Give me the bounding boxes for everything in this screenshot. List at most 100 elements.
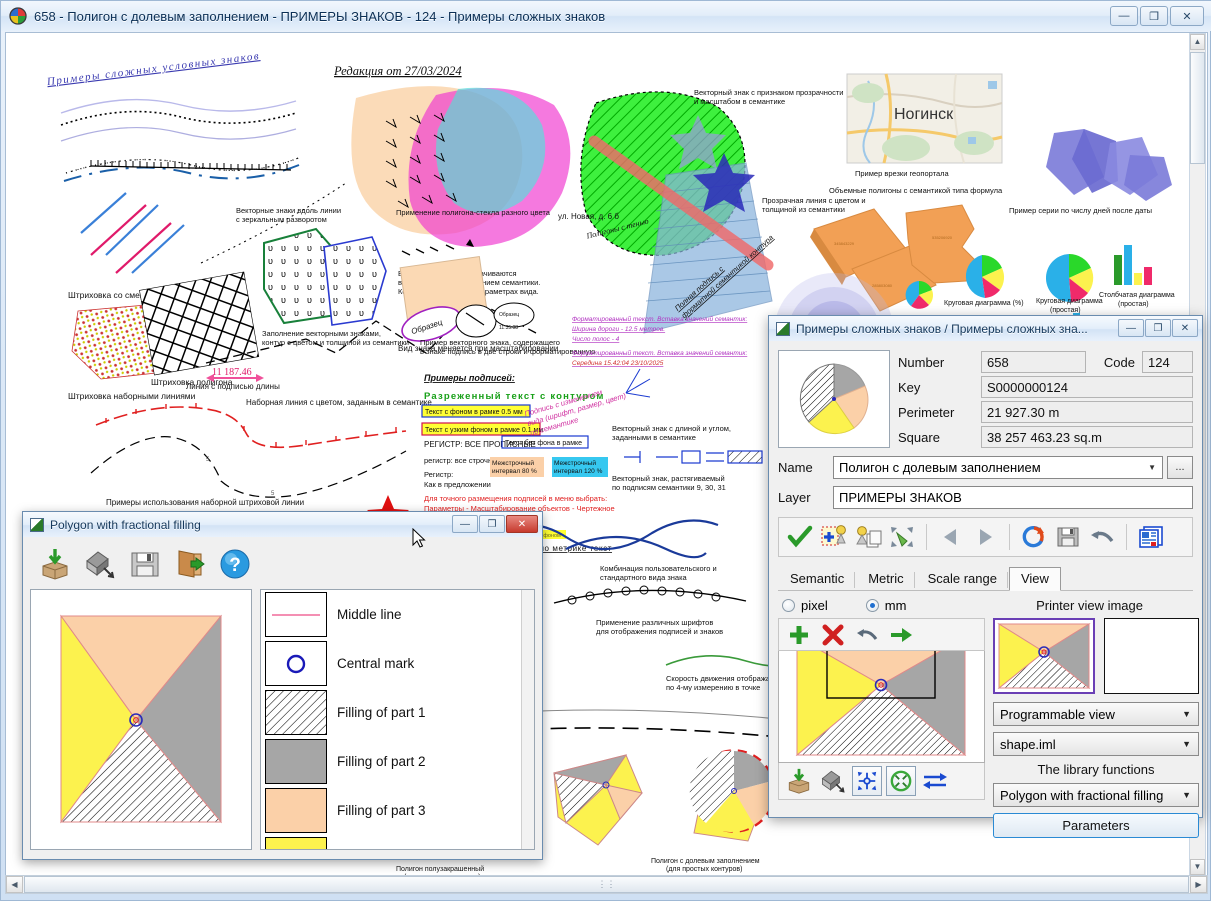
transform-icon[interactable] [887, 522, 917, 552]
collapse-icon[interactable] [886, 766, 916, 796]
svg-text:Заполнение векторными знаками,: Заполнение векторными знаками, [262, 329, 381, 338]
svg-text:Ширина дороги - 12.5 метров.: Ширина дороги - 12.5 метров. [572, 325, 665, 333]
square-row: Square 38 257 463.23 sq.m [898, 425, 1193, 449]
extrude-icon[interactable] [84, 548, 116, 580]
list-item[interactable]: Filling of part 4 [261, 835, 534, 849]
square-value[interactable]: 38 257 463.23 sq.m [981, 426, 1193, 448]
property-tabs: Semantic Metric Scale range View [778, 565, 1193, 591]
help-icon[interactable]: ? [219, 548, 251, 580]
tab-view[interactable]: View [1008, 567, 1061, 591]
svg-text:Штриховка наборными линиями: Штриховка наборными линиями [68, 391, 196, 401]
right-maximize-button[interactable]: ❐ [1145, 319, 1171, 337]
code-value[interactable]: 124 [1142, 351, 1193, 373]
undo-arrow-icon[interactable] [855, 623, 879, 647]
scroll-left-arrow-icon[interactable]: ◀ [6, 876, 23, 893]
add-object-icon[interactable] [819, 522, 849, 552]
left-window-body: ? [23, 537, 542, 859]
prev-arrow-icon[interactable] [936, 522, 966, 552]
parameters-button[interactable]: Parameters [993, 813, 1199, 838]
printer-view-blank[interactable] [1104, 618, 1199, 694]
close-button[interactable]: ✕ [1170, 6, 1204, 26]
minimize-button[interactable]: — [1110, 6, 1138, 26]
next-arrow-icon[interactable] [970, 522, 1000, 552]
apply-check-icon[interactable] [785, 522, 815, 552]
key-value[interactable]: S0000000124 [981, 376, 1193, 398]
list-item[interactable]: Filling of part 3 [261, 786, 534, 835]
toolbar-separator [1009, 524, 1010, 550]
left-close-button[interactable]: ✕ [506, 515, 538, 533]
list-item[interactable]: Filling of part 2 [261, 737, 534, 786]
svg-text:535206920: 535206920 [932, 235, 953, 240]
legend-scrollbar[interactable] [521, 590, 534, 849]
extrude-icon[interactable] [818, 766, 848, 796]
shape-preview[interactable] [30, 589, 252, 850]
svg-text:интервал 120 %: интервал 120 % [554, 468, 603, 475]
right-minimize-button[interactable]: — [1118, 319, 1144, 337]
library-file-combo[interactable]: shape.iml ▼ [993, 732, 1199, 756]
apply-arrow-icon[interactable] [889, 623, 913, 647]
left-window-title: Polygon with fractional filling [50, 517, 201, 532]
radio-pixel[interactable]: pixel [782, 598, 828, 613]
radio-pixel-label: pixel [801, 598, 828, 613]
svg-text:(для простых контуров): (для простых контуров) [666, 866, 742, 873]
radio-mm[interactable]: mm [865, 598, 906, 613]
radio-dot [865, 599, 879, 612]
left-minimize-button[interactable]: — [452, 515, 478, 533]
report-icon[interactable] [1136, 522, 1166, 552]
scroll-up-arrow-icon[interactable]: ▲ [1190, 34, 1205, 50]
list-item[interactable]: Central mark [261, 639, 534, 688]
add-plus-icon[interactable] [787, 623, 811, 647]
horizontal-scroll-thumb[interactable]: ⋮⋮ [24, 876, 1189, 893]
main-window-title: 658 - Полигон с долевым заполнением - ПР… [34, 8, 606, 24]
undo-icon[interactable] [1087, 522, 1117, 552]
svg-text:Скорость движения отображается: Скорость движения отображается ук [666, 674, 795, 683]
perimeter-label: Perimeter [898, 404, 955, 420]
scroll-right-arrow-icon[interactable]: ▶ [1190, 876, 1207, 893]
units-radio-group: pixel mm Printer view image [774, 591, 1197, 613]
vertical-scroll-thumb[interactable] [1190, 52, 1205, 164]
view-preview[interactable] [778, 651, 985, 763]
view-type-combo[interactable]: Programmable view ▼ [993, 702, 1199, 726]
layer-value[interactable]: ПРИМЕРЫ ЗНАКОВ [833, 485, 1193, 509]
list-item[interactable]: Filling of part 1 [261, 688, 534, 737]
save-icon[interactable] [129, 548, 161, 580]
list-item[interactable]: Middle line [261, 590, 534, 639]
object-toolbar [778, 517, 1193, 557]
delete-cross-icon[interactable] [821, 623, 845, 647]
refresh-icon[interactable] [1019, 522, 1049, 552]
function-combo[interactable]: Polygon with fractional filling ▼ [993, 783, 1199, 807]
perimeter-value[interactable]: 21 927.30 m [981, 401, 1193, 423]
svg-text:в знаке подпись в две строки и: в знаке подпись в две строки и форматиро… [420, 347, 596, 356]
tab-metric[interactable]: Metric [856, 567, 915, 590]
save-icon[interactable] [1053, 522, 1083, 552]
left-window-controls: — ❐ ✕ [452, 515, 538, 533]
svg-text:Разреженный текст с контуром: Разреженный текст с контуром [424, 391, 605, 402]
scroll-down-arrow-icon[interactable]: ▼ [1190, 859, 1205, 875]
library-functions-label: The library functions [1037, 762, 1155, 777]
import-icon[interactable] [39, 548, 71, 580]
library-file-value: shape.iml [1000, 736, 1056, 752]
radio-dot [782, 599, 795, 612]
tab-semantic[interactable]: Semantic [778, 567, 856, 590]
name-combo[interactable]: Полигон с долевым заполнением ▼ [833, 455, 1163, 479]
import-icon[interactable] [784, 766, 814, 796]
svg-text:Линия с подписью длины: Линия с подписью длины [186, 382, 280, 391]
square-label: Square [898, 429, 940, 445]
tab-scale-range[interactable]: Scale range [916, 567, 1009, 590]
left-maximize-button[interactable]: ❐ [479, 515, 505, 533]
svg-text:Векторный знак с длиной и угло: Векторный знак с длиной и углом, [612, 424, 731, 433]
svg-text:Штриховка со смещением: Штриховка со смещением [68, 290, 172, 300]
svg-text:Середина 15.42:04 23/10/2025: Середина 15.42:04 23/10/2025 [572, 359, 664, 367]
svg-text:Для точного размещения подписе: Для точного размещения подписей в меню в… [424, 494, 607, 503]
copy-object-icon[interactable] [853, 522, 883, 552]
legend-list[interactable]: Middle line Central mark Filling of part… [260, 589, 535, 850]
expand-icon[interactable] [852, 766, 882, 796]
swap-arrows-icon[interactable] [920, 766, 950, 796]
canvas-horizontal-scrollbar[interactable]: ◀ ⋮⋮ ▶ [5, 875, 1208, 894]
maximize-button[interactable]: ❐ [1140, 6, 1168, 26]
browse-button[interactable]: ... [1167, 455, 1193, 479]
number-value[interactable]: 658 [981, 351, 1086, 373]
printer-view-thumbnail[interactable] [993, 618, 1095, 694]
exit-icon[interactable] [174, 548, 206, 580]
right-close-button[interactable]: ✕ [1172, 319, 1198, 337]
